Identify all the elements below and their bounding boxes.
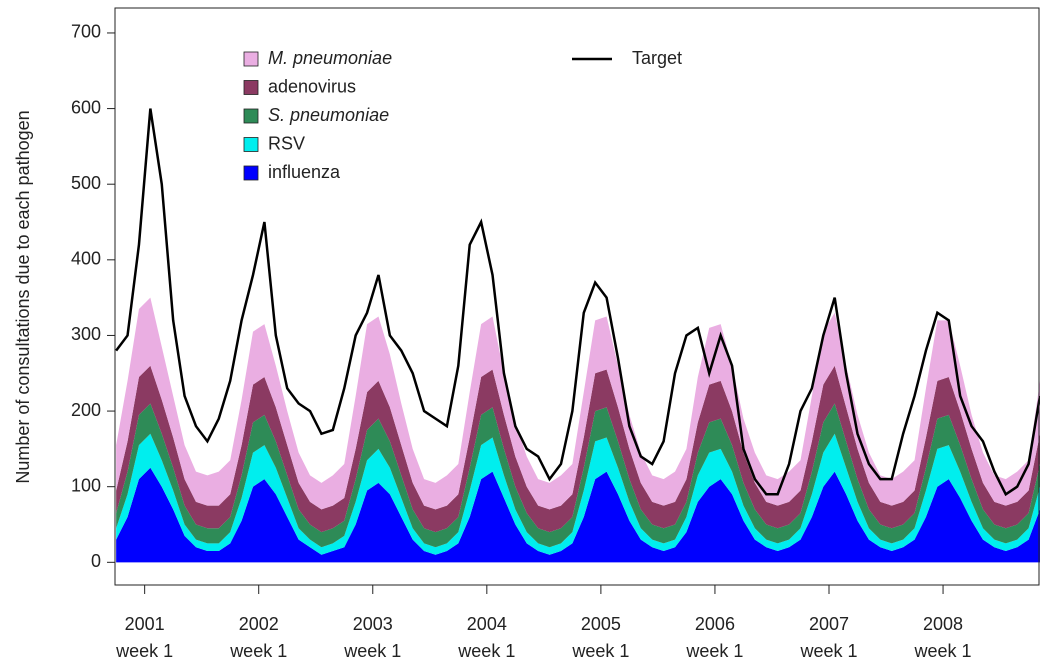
legend-swatch [243, 108, 259, 124]
legend-swatch [243, 51, 259, 67]
x-tick-label: 2004 week 1 [457, 614, 515, 661]
y-tick-label: 300 [71, 324, 101, 344]
x-tick-label: 2006 week 1 [685, 614, 743, 661]
plot-frame [114, 7, 1040, 586]
y-tick-label: 400 [71, 249, 101, 269]
area [116, 433, 1040, 555]
x-tick-label: 2005 week 1 [571, 614, 629, 661]
legend-label: influenza [268, 162, 341, 182]
y-tick-label: 500 [71, 173, 101, 193]
legend-label: RSV [268, 133, 305, 153]
x-tick-label: 2002 week 1 [229, 614, 287, 661]
area [116, 403, 1040, 548]
legend-swatch [243, 165, 259, 181]
x-tick-label: 2003 week 1 [343, 614, 401, 661]
legend-swatch [243, 137, 259, 152]
x-tick-label: 2001 week 1 [115, 614, 173, 661]
y-axis-label: Number of consultations due to each path… [13, 110, 33, 483]
legend-label: Target [632, 48, 682, 68]
y-tick-label: 0 [91, 551, 101, 571]
plot-area [115, 108, 1040, 563]
x-tick-label: 2008 week 1 [914, 614, 972, 661]
area [116, 467, 1040, 563]
y-tick-label: 700 [71, 22, 101, 42]
y-tick-label: 200 [71, 400, 101, 420]
x-tick-label: 2007 week 1 [799, 614, 857, 661]
legend-label: M. pneumoniae [268, 48, 392, 68]
legend-swatch [243, 80, 259, 95]
area [116, 365, 1040, 533]
target-line [115, 108, 1040, 497]
legend-label: S. pneumoniae [268, 105, 389, 125]
y-tick-label: 600 [71, 97, 101, 117]
legend-label: adenovirus [268, 76, 356, 96]
area [116, 297, 1040, 510]
y-tick-label: 100 [71, 475, 101, 495]
